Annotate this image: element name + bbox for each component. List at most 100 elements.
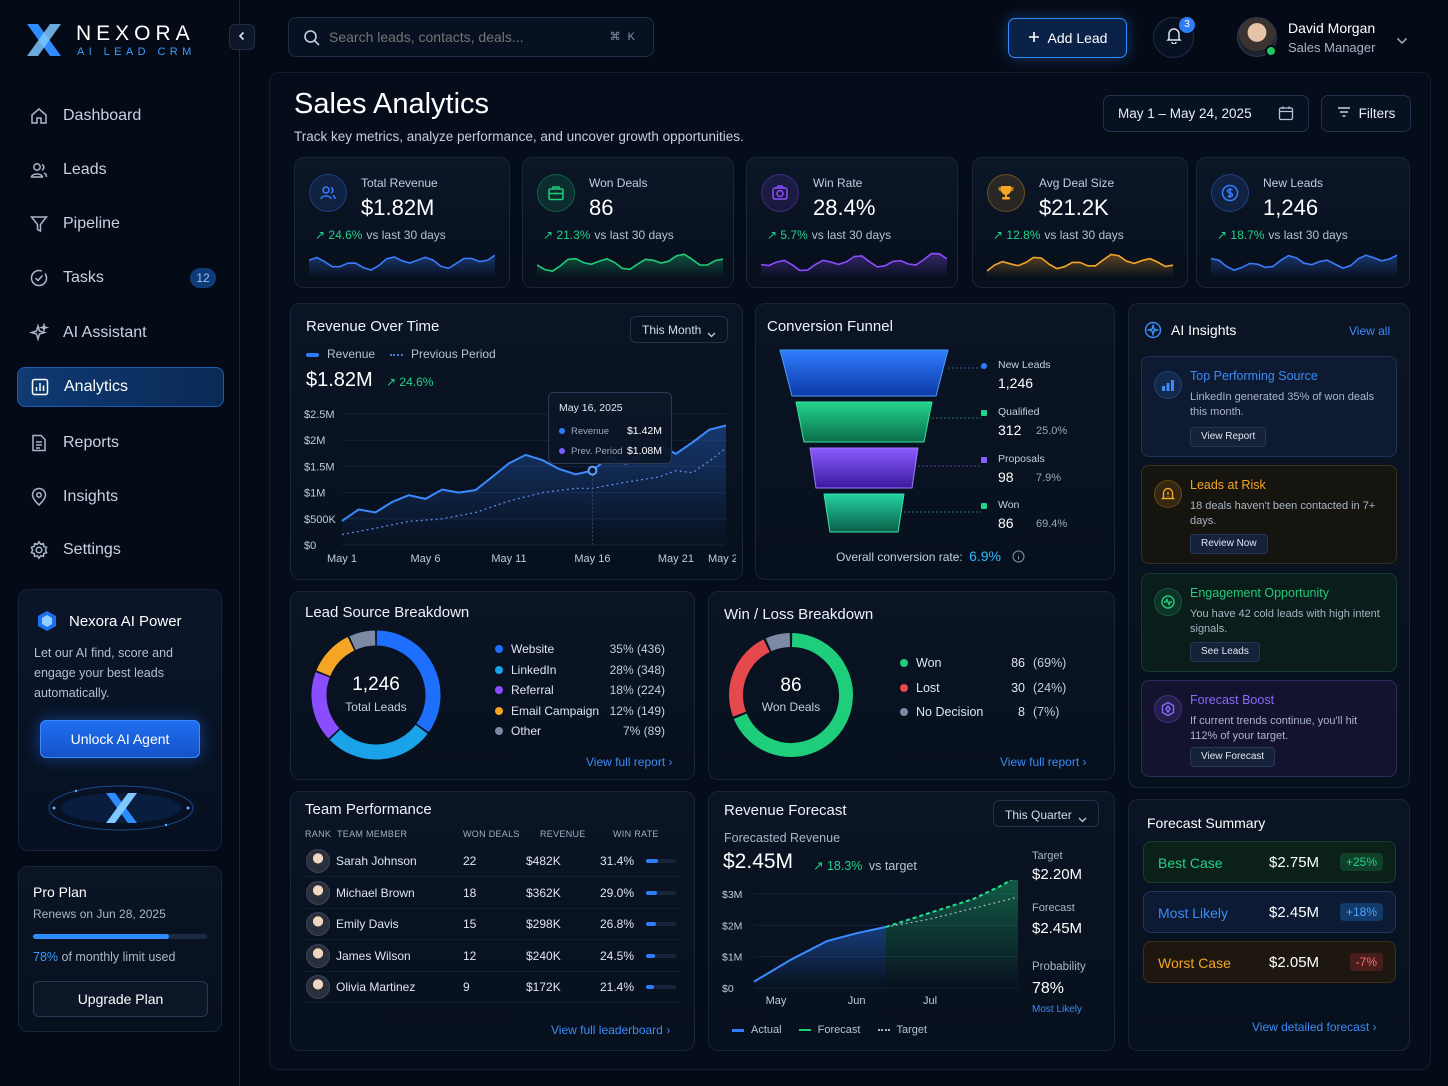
ai-orb-logo <box>46 775 196 837</box>
lead-source-view-report-link[interactable]: View full report › <box>586 755 673 769</box>
actual-area <box>754 926 886 988</box>
add-lead-button[interactable]: Add Lead <box>1008 18 1127 58</box>
sidebar-item-dashboard[interactable]: Dashboard <box>17 96 224 136</box>
forecast-scenario-most-likely[interactable]: Most Likely $2.45M +18% <box>1143 891 1396 933</box>
scenario-label: Worst Case <box>1158 955 1231 971</box>
view-leaderboard-link[interactable]: View full leaderboard › <box>551 1023 671 1037</box>
insight-card-forecast-boost[interactable]: Forecast Boost If current trends continue… <box>1141 680 1397 777</box>
funnel-stage-percent: 69.4% <box>1036 518 1068 530</box>
sidebar-item-pipeline[interactable]: Pipeline <box>17 204 224 244</box>
funnel-stage-value: 1,246 <box>998 375 1034 391</box>
table-row[interactable]: Michael Brown 18 $362K 29.0% <box>304 878 680 909</box>
donut-segment-referral <box>311 672 340 739</box>
revenue-period-select[interactable]: This Month <box>630 316 728 343</box>
insight-action-button[interactable]: See Leads <box>1190 642 1260 662</box>
detailed-forecast-link-label: View detailed forecast <box>1252 1020 1370 1034</box>
member-revenue: $240K <box>526 948 561 963</box>
sparkle-icon <box>29 323 49 343</box>
sidebar-item-reports[interactable]: Reports <box>17 423 224 463</box>
insight-action-button[interactable]: View Forecast <box>1190 747 1276 767</box>
insight-action-button[interactable]: View Report <box>1190 427 1267 447</box>
legend-label: Lost <box>916 680 940 695</box>
search-input[interactable] <box>329 27 589 47</box>
y-tick-label: $2.5M <box>304 409 335 421</box>
sidebar-item-leads[interactable]: Leads <box>17 150 224 190</box>
sidebar-item-insights[interactable]: Insights <box>17 477 224 517</box>
hover-point <box>587 465 598 476</box>
revenue-legend-previous: Previous Period <box>390 347 496 361</box>
kpi-card-total-revenue[interactable]: Total Revenue $1.82M ↗ 24.6% vs last 30 day… <box>294 157 510 288</box>
donut-segment-other <box>349 630 376 651</box>
table-row[interactable]: Emily Davis 15 $298K 26.8% <box>304 909 680 940</box>
tooltip-revenue-label: Revenue <box>571 426 610 437</box>
brand-logo[interactable] <box>24 22 64 58</box>
funnel-marker <box>981 363 987 369</box>
sidebar-item-label: Reports <box>63 434 120 451</box>
win-loss-legend-item: Won <box>900 656 941 670</box>
series-forecast-line <box>885 880 1013 928</box>
x-tick-label: May 24 <box>708 553 736 565</box>
legend-dot <box>495 665 503 674</box>
date-range-picker[interactable]: May 1 – May 24, 2025 <box>1103 95 1309 132</box>
funnel-stage-qualified <box>795 401 933 443</box>
insight-card-leads-at-risk[interactable]: Leads at Risk 18 deals haven't been conta… <box>1141 465 1397 564</box>
unlock-ai-agent-button[interactable]: Unlock AI Agent <box>40 720 200 758</box>
donut-segment-linkedin <box>329 724 428 760</box>
table-row[interactable]: James Wilson 12 $240K 24.5% <box>304 941 680 972</box>
kpi-value: 1,246 <box>1263 195 1319 220</box>
member-name: Olivia Martinez <box>336 980 416 994</box>
revenue-change-value: 24.6% <box>399 375 434 389</box>
insight-card-top-performing-source[interactable]: Top Performing Source LinkedIn generated … <box>1141 356 1397 457</box>
sparkline-line <box>309 254 495 271</box>
view-detailed-forecast-link[interactable]: View detailed forecast › <box>1252 1020 1377 1034</box>
member-won-deals: 15 <box>463 917 477 931</box>
ai-insights-view-all-link[interactable]: View all <box>1349 324 1391 338</box>
scenario-label: Best Case <box>1158 855 1223 871</box>
kpi-change-period: vs last 30 days <box>811 228 892 242</box>
funnel-stage-label: New Leads <box>998 359 1051 371</box>
info-icon[interactable] <box>1012 550 1025 566</box>
document-icon <box>29 433 49 453</box>
win-loss-legend-percent: (69%) <box>1033 656 1067 670</box>
filters-button[interactable]: Filters <box>1321 95 1411 132</box>
kpi-value: 86 <box>589 195 614 220</box>
forecast-scenario-worst-case[interactable]: Worst Case $2.05M -7% <box>1143 941 1396 983</box>
notifications-button[interactable]: 3 <box>1153 17 1195 58</box>
sidebar-item-settings[interactable]: Settings <box>17 530 224 570</box>
kpi-card-won-deals[interactable]: Won Deals 86 ↗ 21.3% vs last 30 days <box>522 157 734 288</box>
kpi-label: Win Rate <box>813 176 863 190</box>
table-row[interactable]: Sarah Johnson 22 $482K 31.4% <box>304 846 680 877</box>
briefcase-icon <box>537 174 575 212</box>
member-name: Sarah Johnson <box>336 854 417 868</box>
insight-title: Engagement Opportunity <box>1190 586 1329 600</box>
brand-name: NEXORA <box>76 22 195 45</box>
win-loss-view-report-link[interactable]: View full report › <box>1000 755 1087 769</box>
sidebar-item-analytics[interactable]: Analytics <box>17 367 224 407</box>
upgrade-plan-button[interactable]: Upgrade Plan <box>33 981 208 1017</box>
kpi-card-win-rate[interactable]: Win Rate 28.4% ↗ 5.7% vs last 30 days <box>746 157 958 288</box>
legend-dot <box>900 683 908 692</box>
forecast-forecast-label: Forecast <box>1032 902 1075 914</box>
sidebar-item-tasks[interactable]: Tasks 12 <box>17 258 224 298</box>
x-tick-label: Jun <box>848 995 866 1007</box>
funnel-graphic <box>779 349 981 533</box>
insight-card-engagement-opportunity[interactable]: Engagement Opportunity You have 42 cold l… <box>1141 573 1397 672</box>
table-row[interactable]: Olivia Martinez 9 $172K 21.4% <box>304 972 680 1003</box>
sidebar-item-ai-assistant[interactable]: AI Assistant <box>17 313 224 353</box>
ai-power-description: Let our AI find, score and engage your b… <box>34 646 173 700</box>
header-team-member: TEAM MEMBER <box>337 829 408 839</box>
funnel-stage-value: 312 <box>998 422 1022 438</box>
sidebar-item-label: Leads <box>63 161 107 178</box>
forecast-period-select[interactable]: This Quarter <box>993 800 1099 827</box>
forecast-subtitle: Forecasted Revenue <box>724 831 841 845</box>
kpi-card-avg-deal-size[interactable]: Avg Deal Size $21.2K ↗ 12.8% vs last 30 day… <box>972 157 1188 288</box>
insight-action-button[interactable]: Review Now <box>1190 534 1268 554</box>
revenue-chart-title: Revenue Over Time <box>306 318 440 335</box>
forecast-scenario-best-case[interactable]: Best Case $2.75M +25% <box>1143 841 1396 883</box>
date-range-value: May 1 – May 24, 2025 <box>1118 106 1252 121</box>
series-actual-line <box>753 925 887 983</box>
kpi-card-new-leads[interactable]: New Leads 1,246 ↗ 18.7% vs last 30 days <box>1196 157 1410 288</box>
collapse-sidebar-button[interactable] <box>229 24 255 50</box>
search-bar[interactable]: ⌘ K <box>288 17 654 57</box>
user-menu-chevron-down-icon[interactable] <box>1396 32 1408 50</box>
